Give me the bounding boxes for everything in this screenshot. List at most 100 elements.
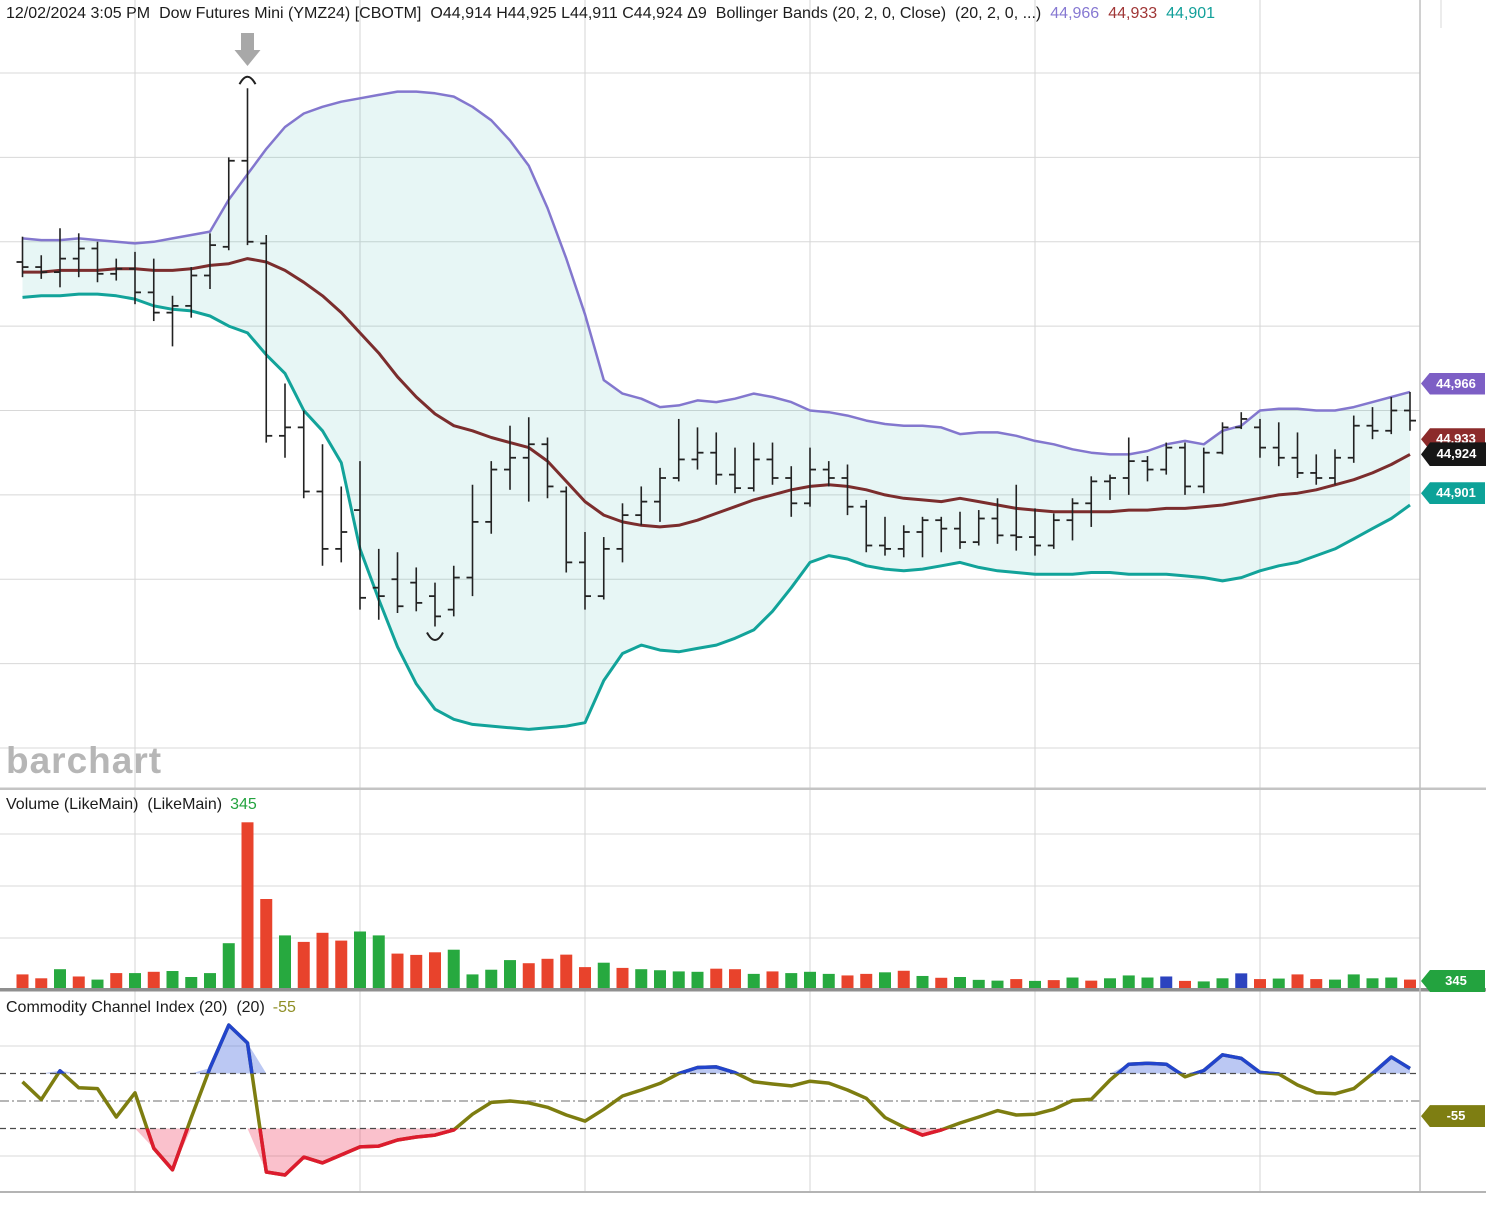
bollinger-lower-line: [22, 292, 1411, 731]
panel-separator-main-volume: [0, 787, 1486, 790]
volume-bar: [654, 970, 666, 989]
volume-bar: [822, 973, 835, 989]
cci-badge: -55: [1421, 1105, 1485, 1128]
volume-bar: [972, 979, 985, 989]
volume-bar: [804, 971, 816, 989]
volume-bar: [1122, 975, 1135, 989]
volume-bar: [204, 973, 216, 989]
volume-bar: [129, 973, 141, 989]
volume-bar: [1141, 977, 1154, 989]
volume-bar: [541, 958, 554, 989]
volume-bar: [879, 972, 891, 989]
volume-bar: [1047, 980, 1060, 989]
volume-bar: [635, 969, 648, 989]
cci-line-overbought: [56, 1023, 1411, 1074]
volume-bar: [747, 973, 760, 989]
volume-bar: [691, 971, 704, 989]
indicator-label: Bollinger Bands (20, 2, 0, Close) (20, 2…: [715, 5, 1042, 22]
ohlc-bars: [16, 88, 1416, 627]
volume-bar: [522, 963, 535, 989]
volume-value: 345: [230, 796, 257, 813]
volume-bar: [1085, 980, 1098, 989]
cci-panel-label: Commodity Channel Index (20) (20) -55: [6, 999, 304, 1017]
volume-bar: [1272, 978, 1285, 989]
volume-bar: [579, 967, 591, 989]
timestamp: 12/02/2024 3:05 PM: [6, 5, 151, 22]
volume-badge: 345: [1421, 970, 1485, 993]
bb-lower-badge: 44,901: [1421, 482, 1485, 505]
volume-bar: [672, 971, 685, 989]
volume-bar: [1160, 976, 1173, 989]
volume-bar: [1310, 979, 1323, 989]
volume-bar: [1179, 980, 1191, 989]
volume-bar: [429, 952, 441, 989]
volume-bar: [1291, 974, 1304, 989]
volume-bar: [241, 822, 254, 989]
down-arrow-icon: [234, 33, 261, 66]
volume-bar: [354, 931, 366, 989]
bb-middle-value: 44,933: [1108, 5, 1158, 22]
volume-bar: [335, 940, 348, 989]
barchart-logo: barchart: [6, 740, 163, 781]
volume-bar: [560, 954, 573, 989]
time-axis[interactable]: 08:0009:0010:0011:0012:0013:0013:45: [0, 1193, 1486, 1226]
volume-bar: [1254, 979, 1266, 989]
volume-bar: [954, 977, 966, 989]
last-price-badge: 44,924: [1421, 442, 1486, 467]
volume-bar: [935, 977, 948, 989]
volume-bar: [1347, 974, 1360, 989]
volume-bar: [616, 967, 629, 989]
cci-oversold-fill: [22, 1128, 1410, 1175]
volume-bar: [1404, 979, 1416, 989]
volume-bar: [1216, 978, 1229, 989]
volume-bar: [279, 935, 291, 989]
volume-bar: [485, 969, 498, 989]
volume-bar: [916, 975, 929, 989]
volume-bar: [185, 977, 198, 989]
volume-bar: [504, 960, 516, 989]
bollinger-upper-line: [22, 90, 1411, 456]
symbol-title: Dow Futures Mini (YMZ24) [CBOTM]: [159, 5, 422, 22]
high-arc-marker: [238, 75, 257, 85]
time-axis-line: [0, 1191, 1486, 1193]
bb-upper-badge: 44,966: [1421, 372, 1485, 395]
volume-bar: [166, 971, 179, 989]
price-axis[interactable]: 45,15045,10045,05045,00044,95044,90044,8…: [1420, 0, 1486, 1192]
volume-bar: [410, 954, 423, 989]
volume-bar: [710, 968, 723, 989]
volume-bar: [391, 953, 404, 989]
volume-bar: [297, 941, 310, 989]
bb-lower-value: 44,901: [1166, 5, 1216, 22]
volume-bar: [447, 949, 460, 989]
volume-bar: [91, 979, 104, 989]
bb-upper-value: 44,966: [1050, 5, 1100, 22]
volume-bar: [1329, 979, 1341, 989]
volume-bar: [1066, 977, 1079, 989]
low-arc-marker: [426, 632, 444, 641]
volume-bar: [785, 973, 798, 989]
volume-bars: [16, 822, 1416, 989]
volume-bar: [841, 975, 854, 989]
ohlc-readout: O44,914 H44,925 L44,911 C44,924 Δ9: [430, 5, 707, 22]
volume-bar: [860, 973, 873, 989]
volume-bar: [35, 978, 48, 989]
volume-bar: [16, 974, 29, 989]
volume-panel-label: Volume (LikeMain) (LikeMain) 345: [6, 796, 265, 814]
volume-bar: [766, 971, 779, 989]
volume-bar: [1385, 977, 1398, 989]
cci-value: -55: [272, 999, 296, 1016]
volume-bar: [466, 974, 479, 989]
volume-bar: [1104, 978, 1116, 989]
volume-bar: [729, 969, 741, 989]
volume-bar: [1010, 979, 1023, 989]
volume-bar: [1366, 978, 1379, 989]
volume-bar: [897, 970, 910, 989]
volume-bar: [316, 932, 329, 989]
volume-bar: [1235, 973, 1248, 989]
volume-bar: [372, 935, 385, 989]
volume-bar: [72, 976, 85, 989]
panel-separator-volume-cci: [0, 988, 1486, 992]
volume-bar: [222, 943, 235, 989]
